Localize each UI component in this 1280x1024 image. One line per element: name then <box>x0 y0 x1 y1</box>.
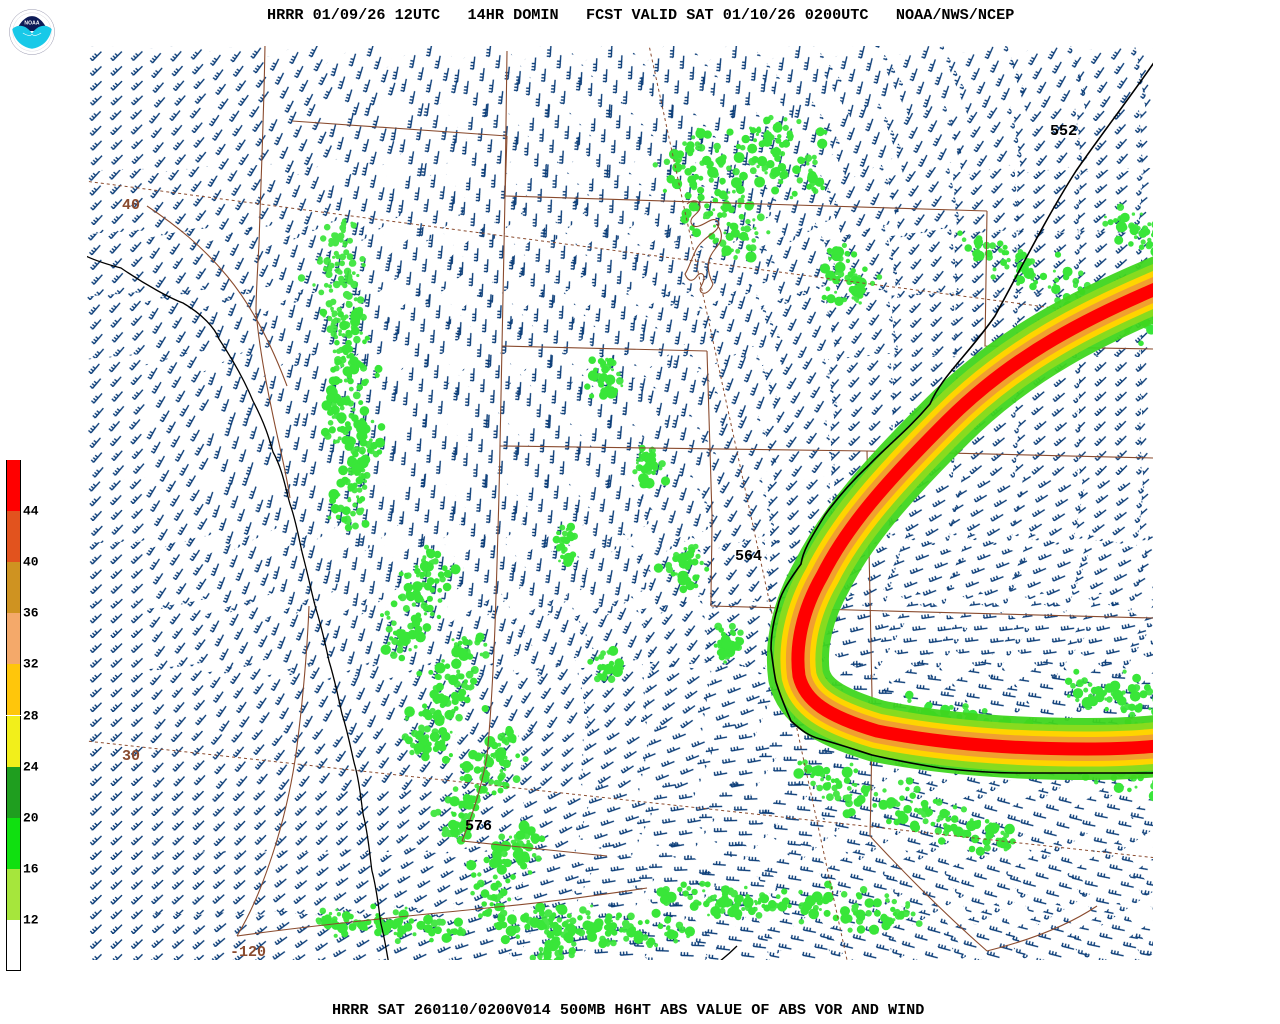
svg-text:40: 40 <box>122 197 140 214</box>
svg-text:552: 552 <box>1050 123 1077 140</box>
svg-text:30: 30 <box>122 748 140 765</box>
svg-text:-120: -120 <box>230 944 266 960</box>
svg-text:576: 576 <box>465 818 492 835</box>
svg-text:564: 564 <box>735 548 762 565</box>
svg-text:NOAA: NOAA <box>24 20 39 26</box>
